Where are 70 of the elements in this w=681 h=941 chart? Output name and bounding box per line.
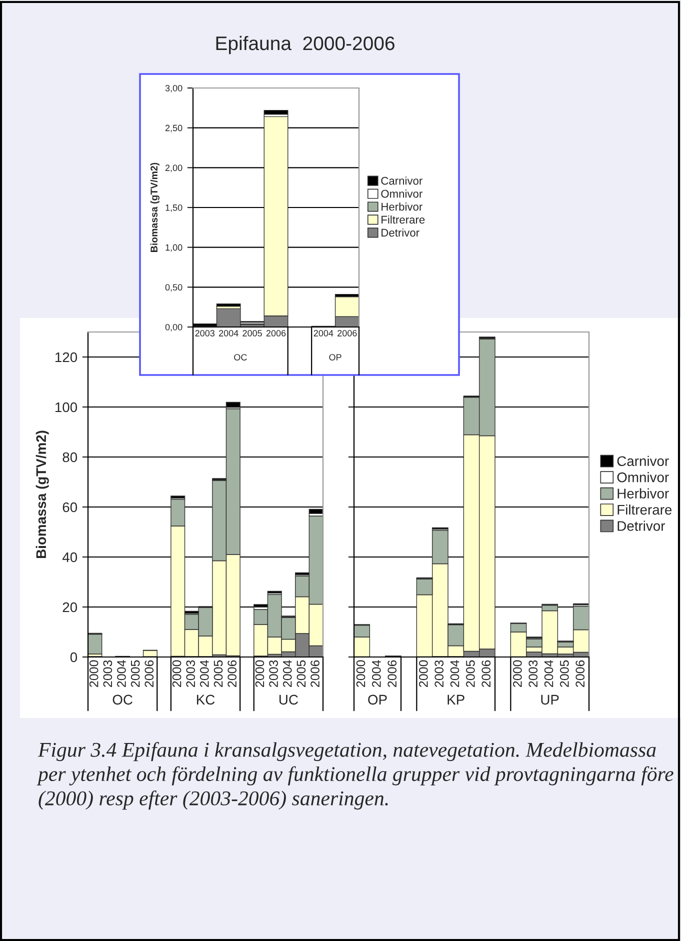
legend-label: Detrivor — [382, 228, 420, 237]
x-tick-label: 2003 — [103, 660, 112, 687]
x-tick-label: 2006 — [388, 660, 397, 687]
legend-label: Filtrerare — [382, 215, 425, 224]
x-tick-label: 2006 — [310, 660, 320, 687]
text: UC — [279, 694, 298, 705]
x-tick-label: 2005 — [242, 330, 262, 336]
legend-label: Herbivor — [618, 488, 669, 498]
text: OP — [368, 694, 387, 705]
x-tick-label: 2005 — [296, 660, 306, 687]
y-tick-label: 0 — [70, 652, 78, 662]
text: KP — [448, 694, 464, 704]
x-tick-label: 2000 — [89, 660, 98, 687]
y-axis-title: Biomassa (gTV/m2) — [36, 430, 49, 558]
x-tick-label: 2006 — [576, 660, 585, 687]
text: KC — [196, 694, 215, 705]
text: Figur 3.4 Epifauna i kransalgsvegetation, natevegetation. Medelbiomassa per ytenhet och fördelning av funktionella grupper vid provtagningarna före (2000) resp efter (2003-2006) saneringen. — [36, 742, 674, 810]
x-tick-label: 2000 — [255, 660, 264, 687]
y-tick-label: 2,00 — [165, 164, 182, 172]
x-tick-label: 2004 — [218, 330, 238, 336]
annotation: OC — [234, 354, 247, 360]
y-tick-label: 3,00 — [165, 84, 182, 92]
x-tick-label: 2003 — [195, 330, 215, 336]
x-tick-label: 2003 — [269, 660, 278, 687]
y-tick-label: 100 — [55, 402, 78, 412]
y-tick-label: 40 — [62, 552, 78, 562]
x-tick-label: 2004 — [200, 660, 209, 687]
y-tick-label: 1,50 — [166, 204, 182, 212]
x-tick-label: 2000 — [513, 660, 522, 687]
legend-label: Omnivor — [381, 190, 422, 198]
x-tick-label: 2004 — [450, 660, 460, 687]
x-tick-label: 2000 — [419, 660, 428, 687]
y-tick-label: 120 — [55, 352, 78, 362]
x-tick-label: 2005 — [130, 660, 140, 687]
text: OP — [329, 354, 342, 360]
legend-label: Detrivor — [618, 520, 666, 531]
x-tick-label: 2005 — [466, 660, 475, 687]
x-tick-label: 2006 — [228, 660, 237, 687]
x-tick-label: 2005 — [214, 660, 223, 687]
x-tick-label: 2004 — [372, 660, 381, 687]
legend-label: Omnivor — [617, 472, 669, 482]
y-axis-title: Biomassa (gTV/m2) — [150, 162, 160, 252]
legend-label: Carnivor — [381, 176, 422, 185]
x-tick-label: 2000 — [356, 660, 366, 687]
x-tick-label: 2006 — [144, 660, 154, 687]
text: OC — [112, 694, 132, 705]
x-tick-label: 2003 — [528, 660, 538, 687]
x-tick-label: 2000 — [172, 660, 182, 687]
legend-label: Carnivor — [617, 456, 669, 466]
x-tick-label: 2004 — [117, 660, 126, 687]
x-tick-label: 2003 — [434, 660, 444, 687]
y-tick-label: 1,00 — [166, 244, 182, 252]
x-tick-label: 2004 — [314, 330, 334, 336]
y-tick-label: 0,00 — [165, 324, 182, 332]
x-tick-label: 2006 — [266, 330, 286, 336]
y-tick-label: 60 — [62, 502, 78, 512]
y-tick-label: 0,50 — [165, 284, 182, 292]
text: UP — [541, 694, 559, 705]
x-tick-label: 2004 — [282, 660, 292, 687]
y-tick-label: 20 — [62, 602, 78, 612]
chart-title: Epifauna 2000-2006 — [216, 36, 394, 54]
x-tick-label: 2003 — [186, 660, 196, 687]
legend-label: Herbivor — [382, 202, 422, 211]
x-tick-label: 2004 — [544, 660, 554, 687]
y-tick-label: 2,50 — [165, 124, 182, 132]
y-tick-label: 80 — [62, 452, 78, 462]
x-tick-label: 2006 — [338, 330, 357, 336]
legend-label: Filtrerare — [618, 504, 672, 515]
x-tick-label: 2006 — [482, 660, 491, 687]
x-tick-label: 2005 — [560, 660, 569, 687]
